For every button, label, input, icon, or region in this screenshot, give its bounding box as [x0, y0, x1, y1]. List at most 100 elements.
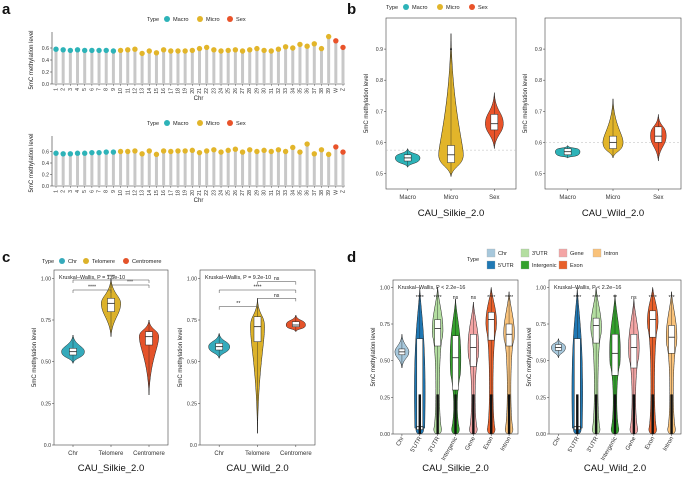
lollipop-point: [139, 50, 145, 57]
x-axis-label: Chr: [194, 198, 204, 204]
kruskal-wallis-annotation: Kruskal–Wallis, P = 9.2e-10: [205, 275, 271, 281]
lollipop-point: [139, 151, 145, 157]
legend-label: Centromere: [132, 259, 162, 265]
legend-label: Telomere: [92, 259, 115, 265]
legend-label: Sex: [236, 121, 246, 127]
x-tick-label: 25: [226, 190, 232, 196]
x-tick-label: 30: [262, 190, 268, 196]
x-tick-label: 8: [104, 88, 110, 91]
outlier-band: [490, 394, 493, 434]
panel-title: CAU_Wild_2.0: [582, 208, 644, 219]
legend-label: Sex: [236, 17, 246, 23]
x-tick-label: 14: [147, 190, 153, 196]
lollipop-point: [146, 148, 152, 154]
comparison-bracket: [218, 306, 258, 310]
legend-b: Type Macro Micro Sex: [386, 4, 488, 11]
legend-label: Intergenic: [532, 263, 557, 269]
lollipop-point: [311, 151, 317, 157]
lollipop-point: [211, 147, 217, 153]
x-tick-label: 9: [111, 190, 117, 193]
lollipop-point: [318, 45, 325, 52]
lollipop-point: [196, 149, 203, 156]
x-tick-label: 19: [183, 190, 189, 196]
lollipop-chart-a: 0.00.20.40.61 2 3 4 5 6 7 8 9 10 11 12 13 14 15 16 17 18 1…: [29, 30, 347, 102]
kruskal-wallis-annotation: Kruskal–Wallis, P < 2.2e−16: [398, 285, 465, 291]
lollipop-point: [297, 41, 303, 48]
y-axis-label: 5mC methylation level: [178, 328, 184, 387]
lollipop-point: [261, 147, 267, 154]
box-iqr: [145, 331, 153, 346]
legend-swatch: [164, 16, 170, 22]
legend-label: Macro: [173, 121, 189, 127]
legend-label: Micro: [446, 5, 460, 11]
y-tick-label: 0.7: [376, 109, 383, 115]
legend-swatch: [558, 260, 568, 270]
x-tick-label: 23: [211, 190, 217, 196]
significance-label: ****: [434, 295, 442, 301]
y-tick-label: 1.00: [187, 276, 197, 282]
x-tick-label: 24: [219, 88, 225, 94]
y-tick-label: 0.5: [535, 171, 542, 177]
lollipop-point: [117, 148, 124, 155]
significance-label: ****: [505, 295, 513, 301]
x-tick-label: 18: [175, 88, 181, 94]
y-tick-label: 0.8: [535, 78, 542, 84]
x-tick-label: 5: [82, 190, 88, 193]
x-tick-label: 20: [190, 88, 196, 94]
x-tick-label: 5'UTR: [567, 435, 581, 453]
lollipop-point: [125, 148, 131, 155]
x-tick-label: 33: [283, 88, 289, 94]
x-tick-label: 23: [211, 88, 217, 94]
x-tick-label: 34: [290, 190, 296, 196]
lollipop-point: [268, 48, 274, 54]
box-iqr: [490, 114, 499, 131]
x-tick-label: 38: [319, 190, 325, 196]
y-tick-label: 0.0: [42, 82, 49, 88]
violin-chart-d2: CAU_Wild_2.0 0.00 0.25 0.50 0.75 1.00 5mC meth…: [527, 279, 682, 474]
lollipop-point: [53, 46, 59, 52]
legend-swatch: [437, 4, 443, 10]
box-iqr: [505, 323, 513, 347]
panel-title: CAU_Wild_2.0: [584, 463, 646, 474]
lollipop-point: [189, 47, 196, 54]
lollipop-point: [261, 47, 267, 54]
outlier-band: [454, 394, 457, 434]
lollipop-point: [239, 48, 246, 54]
x-tick-label: 18: [175, 190, 181, 196]
violin-chart-b: CAU_Silkie_2.0 0.5 0.6 0.7 0.8 0.9 5mC methyla…: [364, 17, 517, 219]
outlier-band: [507, 394, 511, 434]
y-tick-label: 0.75: [536, 322, 546, 328]
x-tick-label: 21: [197, 88, 203, 94]
violin-chart-c: CAU_Silkie_2.0 0.0 0.25 0.50 0.75 1.00 5mC met…: [32, 269, 169, 474]
significance-label: ns: [631, 295, 637, 301]
x-tick-label: 22: [204, 190, 210, 196]
legend-title: Type: [386, 5, 398, 11]
x-tick-label: 17: [168, 190, 174, 196]
x-tick-label: 3'UTR: [428, 435, 442, 453]
x-tick-label: 4: [75, 190, 81, 193]
lollipop-point: [211, 47, 217, 53]
legend-swatch: [59, 258, 65, 264]
lollipop-point: [175, 48, 181, 54]
x-tick-label: 10: [118, 190, 124, 196]
x-tick-label: 31: [269, 88, 275, 94]
y-tick-label: 0.6: [376, 140, 383, 146]
y-tick-label: 0.8: [376, 78, 383, 84]
x-tick-label: 29: [254, 88, 260, 94]
y-tick-label: 0.2: [42, 173, 49, 179]
lollipop-point: [203, 44, 210, 51]
y-tick-label: 0.25: [536, 395, 546, 401]
y-tick-label: 0.6: [42, 150, 49, 156]
legend-swatch: [123, 258, 129, 264]
lollipop-point: [297, 149, 303, 155]
x-tick-label: Sex: [489, 195, 499, 201]
x-tick-label: 8: [104, 190, 110, 193]
x-tick-label: 3: [68, 190, 74, 193]
y-tick-label: 0.9: [376, 47, 383, 53]
legend-swatch: [164, 120, 170, 126]
lollipop-point: [282, 148, 289, 155]
y-tick-label: 0.4: [42, 161, 49, 167]
panel-letter-d: d: [347, 249, 356, 266]
box-iqr: [447, 145, 455, 163]
